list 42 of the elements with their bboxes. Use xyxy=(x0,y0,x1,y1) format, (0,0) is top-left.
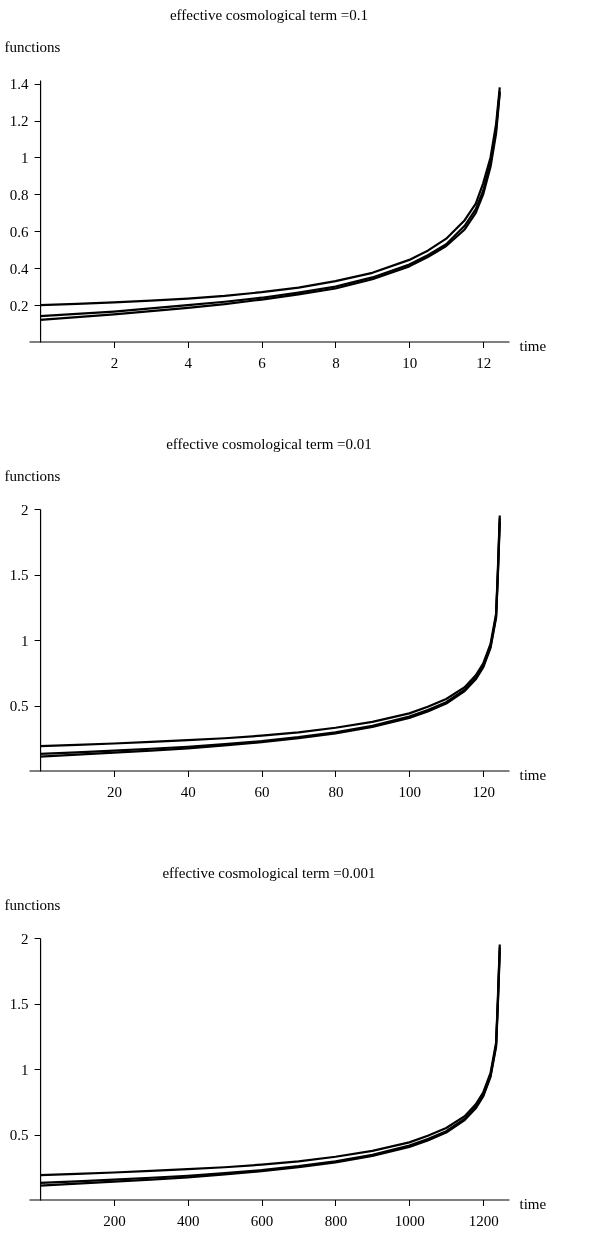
x-tick-label: 400 xyxy=(177,1213,200,1229)
y-tick-label: 0.8 xyxy=(9,186,29,203)
x-tick-label: 40 xyxy=(180,784,196,800)
y-tick-label: 1.4 xyxy=(9,76,30,93)
y-tick-label: 2 xyxy=(21,930,29,947)
x-tick-label: 60 xyxy=(254,784,270,800)
x-tick-label: 4 xyxy=(184,355,193,371)
y-tick-label: 1.5 xyxy=(9,996,29,1012)
chart-title: effective cosmological term =0.01 xyxy=(166,436,372,452)
x-tick-label: 8 xyxy=(332,355,340,371)
y-tick-label: 1 xyxy=(21,149,29,166)
x-axis-title: time xyxy=(519,1196,547,1212)
y-tick-label: 0.6 xyxy=(9,223,30,240)
chart-title: effective cosmological term =0.001 xyxy=(162,865,376,881)
y-tick-label: 0.5 xyxy=(9,1127,29,1143)
x-tick-label: 20 xyxy=(106,784,122,800)
x-axis-title: time xyxy=(519,338,547,354)
x-tick-label: 800 xyxy=(324,1213,348,1229)
y-axis-title: functions xyxy=(4,467,61,484)
y-tick-label: 2 xyxy=(21,501,29,518)
y-axis-title: functions xyxy=(4,896,61,913)
y-tick-label: 0.2 xyxy=(9,297,29,314)
y-tick-label: 1 xyxy=(21,632,29,649)
chart-title: effective cosmological term =0.1 xyxy=(169,7,369,23)
y-tick-label: 0.5 xyxy=(9,698,29,714)
x-tick-label: 100 xyxy=(398,784,422,800)
x-tick-label: 1000 xyxy=(394,1213,425,1229)
x-tick-label: 1200 xyxy=(468,1213,499,1229)
y-tick-label: 1 xyxy=(21,1061,29,1078)
y-tick-label: 1.2 xyxy=(9,113,29,130)
y-axis-title: functions xyxy=(4,38,61,55)
x-tick-label: 10 xyxy=(402,355,418,371)
x-tick-label: 600 xyxy=(250,1213,274,1229)
x-tick-label: 120 xyxy=(472,784,495,800)
y-tick-label: 0.4 xyxy=(9,260,30,277)
x-tick-label: 6 xyxy=(258,355,267,371)
x-tick-label: 200 xyxy=(103,1213,126,1229)
x-tick-label: 12 xyxy=(476,355,492,371)
y-tick-label: 1.5 xyxy=(9,567,29,583)
x-tick-label: 2 xyxy=(110,355,119,371)
x-tick-label: 80 xyxy=(328,784,344,800)
x-axis-title: time xyxy=(519,767,547,783)
